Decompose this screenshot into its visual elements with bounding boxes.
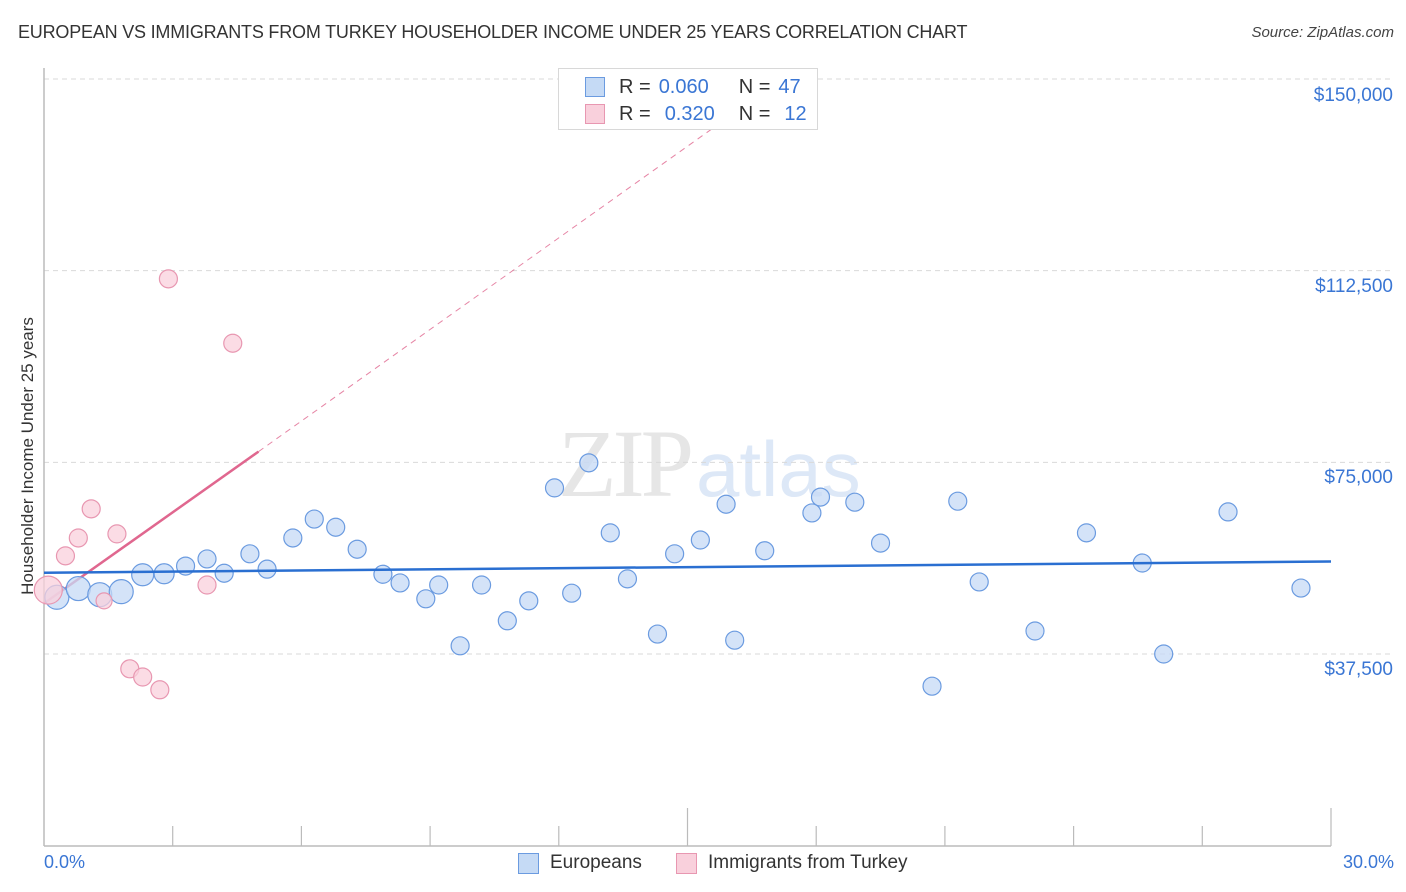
data-point[interactable] bbox=[870, 533, 891, 553]
data-point[interactable] bbox=[450, 636, 470, 656]
legend-item-turkey[interactable]: Immigrants from Turkey bbox=[676, 852, 908, 874]
data-point[interactable] bbox=[283, 528, 303, 548]
y-tick-112500: $112,500 bbox=[1315, 276, 1393, 297]
data-point[interactable] bbox=[845, 492, 865, 512]
data-point[interactable] bbox=[347, 539, 367, 559]
r-value: 0.320 bbox=[664, 102, 715, 125]
data-point[interactable] bbox=[579, 453, 599, 473]
data-point[interactable] bbox=[223, 333, 243, 353]
data-point[interactable] bbox=[416, 589, 436, 609]
data-point[interactable] bbox=[969, 572, 989, 592]
data-point[interactable] bbox=[1025, 621, 1045, 641]
axes bbox=[43, 68, 1331, 847]
data-point[interactable] bbox=[153, 563, 175, 585]
data-point[interactable] bbox=[617, 569, 638, 589]
data-point[interactable] bbox=[429, 575, 449, 595]
r-label: R = bbox=[619, 102, 651, 125]
data-point[interactable] bbox=[716, 494, 736, 514]
data-point[interactable] bbox=[158, 269, 179, 289]
data-point[interactable] bbox=[922, 676, 942, 696]
data-point[interactable] bbox=[665, 544, 685, 564]
data-point[interactable] bbox=[948, 491, 968, 511]
data-point[interactable] bbox=[725, 630, 745, 650]
europeans-trend-line bbox=[43, 560, 1332, 574]
europeans-swatch bbox=[585, 77, 605, 97]
data-point[interactable] bbox=[647, 624, 668, 644]
stats-row-europeans: R = 0.060 N = 47 bbox=[585, 74, 801, 100]
data-point[interactable] bbox=[214, 563, 234, 583]
data-point[interactable] bbox=[68, 528, 88, 548]
data-point[interactable] bbox=[497, 611, 517, 631]
data-point[interactable] bbox=[65, 575, 91, 602]
data-point[interactable] bbox=[55, 546, 76, 566]
europeans-trend bbox=[43, 560, 1332, 574]
n-label: N = bbox=[738, 75, 771, 98]
stats-legend: R = 0.060 N = 47 R = 0.320 N = 12 bbox=[558, 68, 818, 130]
data-point[interactable] bbox=[755, 541, 775, 561]
data-point[interactable] bbox=[257, 559, 277, 579]
data-point[interactable] bbox=[197, 575, 217, 595]
data-point[interactable] bbox=[471, 575, 492, 595]
data-point[interactable] bbox=[197, 549, 217, 569]
n-value: 47 bbox=[778, 75, 801, 98]
data-point[interactable] bbox=[1076, 523, 1097, 543]
source-label: Source: ZipAtlas.com bbox=[1251, 24, 1394, 41]
data-point[interactable] bbox=[131, 563, 155, 587]
n-label: N = bbox=[738, 102, 771, 125]
data-point[interactable] bbox=[108, 579, 134, 605]
data-point[interactable] bbox=[150, 680, 170, 700]
data-point[interactable] bbox=[326, 517, 346, 537]
data-point[interactable] bbox=[544, 478, 565, 498]
data-point[interactable] bbox=[1218, 502, 1238, 522]
data-point[interactable] bbox=[95, 592, 113, 610]
data-point[interactable] bbox=[390, 573, 410, 593]
turkey-trend-line bbox=[43, 93, 761, 605]
data-point[interactable] bbox=[810, 487, 831, 507]
y-tick-150000: $150,000 bbox=[1313, 85, 1393, 106]
y-tick-75000: $75,000 bbox=[1324, 467, 1393, 488]
turkey-swatch bbox=[585, 104, 605, 124]
y-axis-title: Householder Income Under 25 years bbox=[18, 317, 37, 595]
turkey-trend-extension bbox=[258, 93, 761, 453]
data-point[interactable] bbox=[33, 575, 63, 605]
turkey-legend-swatch bbox=[676, 852, 697, 874]
n-value: 12 bbox=[784, 102, 807, 125]
x-tick-min: 0.0% bbox=[44, 852, 86, 872]
turkey-points bbox=[33, 269, 243, 700]
europeans-legend-swatch bbox=[518, 852, 539, 874]
data-point[interactable] bbox=[373, 564, 393, 584]
chart-title: EUROPEAN VS IMMIGRANTS FROM TURKEY HOUSE… bbox=[18, 22, 968, 42]
turkey-legend-label: Immigrants from Turkey bbox=[708, 852, 908, 873]
europeans-points bbox=[44, 453, 1311, 696]
x-tick-max: 30.0% bbox=[1342, 852, 1394, 872]
europeans-legend-label: Europeans bbox=[550, 852, 642, 873]
r-label: R = bbox=[619, 75, 651, 98]
legend-item-europeans[interactable]: Europeans bbox=[518, 852, 642, 874]
x-axis-ticks bbox=[172, 808, 1332, 846]
data-point[interactable] bbox=[562, 583, 582, 603]
stats-row-turkey: R = 0.320 N = 12 bbox=[585, 101, 807, 127]
data-point[interactable] bbox=[304, 509, 324, 529]
data-point[interactable] bbox=[107, 524, 127, 544]
data-point[interactable] bbox=[133, 667, 153, 687]
data-point[interactable] bbox=[81, 499, 101, 519]
r-value: 0.060 bbox=[658, 75, 709, 98]
data-point[interactable] bbox=[1154, 644, 1174, 664]
data-point[interactable] bbox=[690, 530, 710, 550]
data-point[interactable] bbox=[802, 503, 822, 523]
data-point[interactable] bbox=[600, 523, 620, 543]
data-point[interactable] bbox=[519, 591, 539, 611]
data-point[interactable] bbox=[1291, 578, 1311, 598]
data-point[interactable] bbox=[240, 544, 260, 564]
y-tick-37500: $37,500 bbox=[1324, 659, 1393, 680]
